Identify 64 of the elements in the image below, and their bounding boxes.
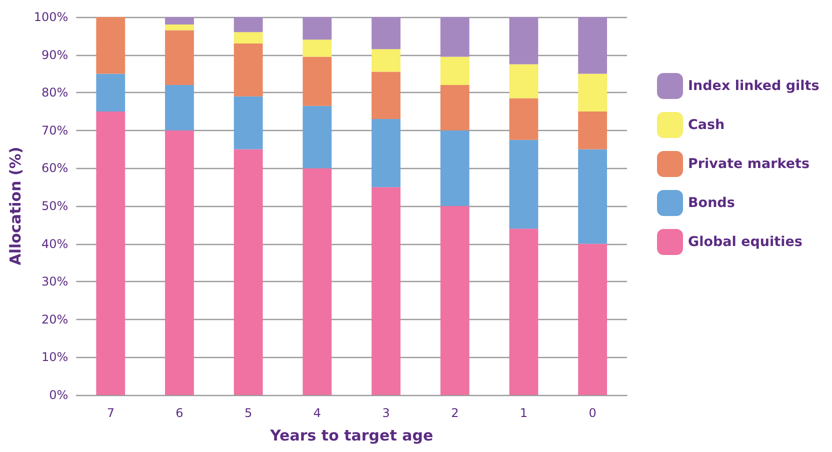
bar [440, 85, 470, 130]
bar [578, 244, 608, 395]
legend-label: Index linked gilts [688, 78, 820, 94]
x-tick-label: 1 [520, 406, 528, 420]
bar [234, 149, 263, 395]
bar [578, 112, 608, 150]
y-tick-label: 80% [42, 86, 68, 100]
y-tick-label: 20% [42, 312, 68, 326]
legend-label: Bonds [688, 195, 735, 211]
bar [165, 17, 194, 25]
bar [578, 74, 608, 112]
y-tick-label: 90% [42, 48, 68, 62]
bar [234, 96, 263, 150]
bar [165, 24, 194, 30]
bar [509, 228, 538, 395]
legend-label: Cash [688, 117, 725, 133]
bar [509, 140, 538, 229]
x-axis-title: Years to target age [269, 426, 434, 444]
bar [165, 85, 194, 130]
legend-label: Global equities [688, 234, 802, 250]
bar [234, 17, 263, 32]
y-tick-label: 40% [42, 236, 68, 251]
bar [234, 32, 263, 44]
y-tick-label: 70% [42, 123, 68, 138]
bar [302, 40, 332, 57]
y-axis-title: Allocation (%) [6, 146, 24, 266]
bar [165, 30, 194, 86]
x-tick-label: 6 [176, 406, 184, 420]
bar [165, 130, 194, 395]
y-tick-label: 30% [42, 274, 68, 289]
bar [302, 168, 332, 395]
bar [372, 72, 400, 120]
bar [372, 119, 400, 188]
bar [96, 17, 126, 74]
bar [372, 187, 400, 395]
bar [302, 106, 332, 168]
bar [96, 74, 126, 112]
bar [440, 56, 470, 86]
bar [302, 56, 332, 106]
bar [578, 17, 608, 74]
bar [234, 43, 263, 96]
y-tick-label: 10% [42, 350, 68, 364]
bar [302, 17, 332, 40]
bar [509, 64, 538, 98]
y-tick-label: 0% [49, 388, 68, 402]
x-tick-label: 3 [382, 406, 390, 420]
bar [578, 149, 608, 244]
y-tick-label: 100% [34, 10, 68, 24]
bar [96, 112, 126, 395]
x-tick-label: 0 [588, 406, 596, 420]
bar [440, 206, 470, 395]
bar [372, 49, 400, 72]
x-tick-label: 4 [313, 406, 321, 420]
x-tick-label: 7 [106, 406, 114, 420]
bar [509, 17, 538, 64]
x-tick-label: 2 [451, 406, 459, 420]
bar [440, 130, 470, 206]
y-tick-label: 50% [42, 199, 68, 213]
y-tick-label: 60% [42, 161, 68, 176]
bar [372, 17, 400, 50]
legend-label: Private markets [688, 156, 810, 172]
bar [509, 98, 538, 140]
bar [440, 17, 470, 57]
x-tick-label: 5 [244, 406, 252, 420]
